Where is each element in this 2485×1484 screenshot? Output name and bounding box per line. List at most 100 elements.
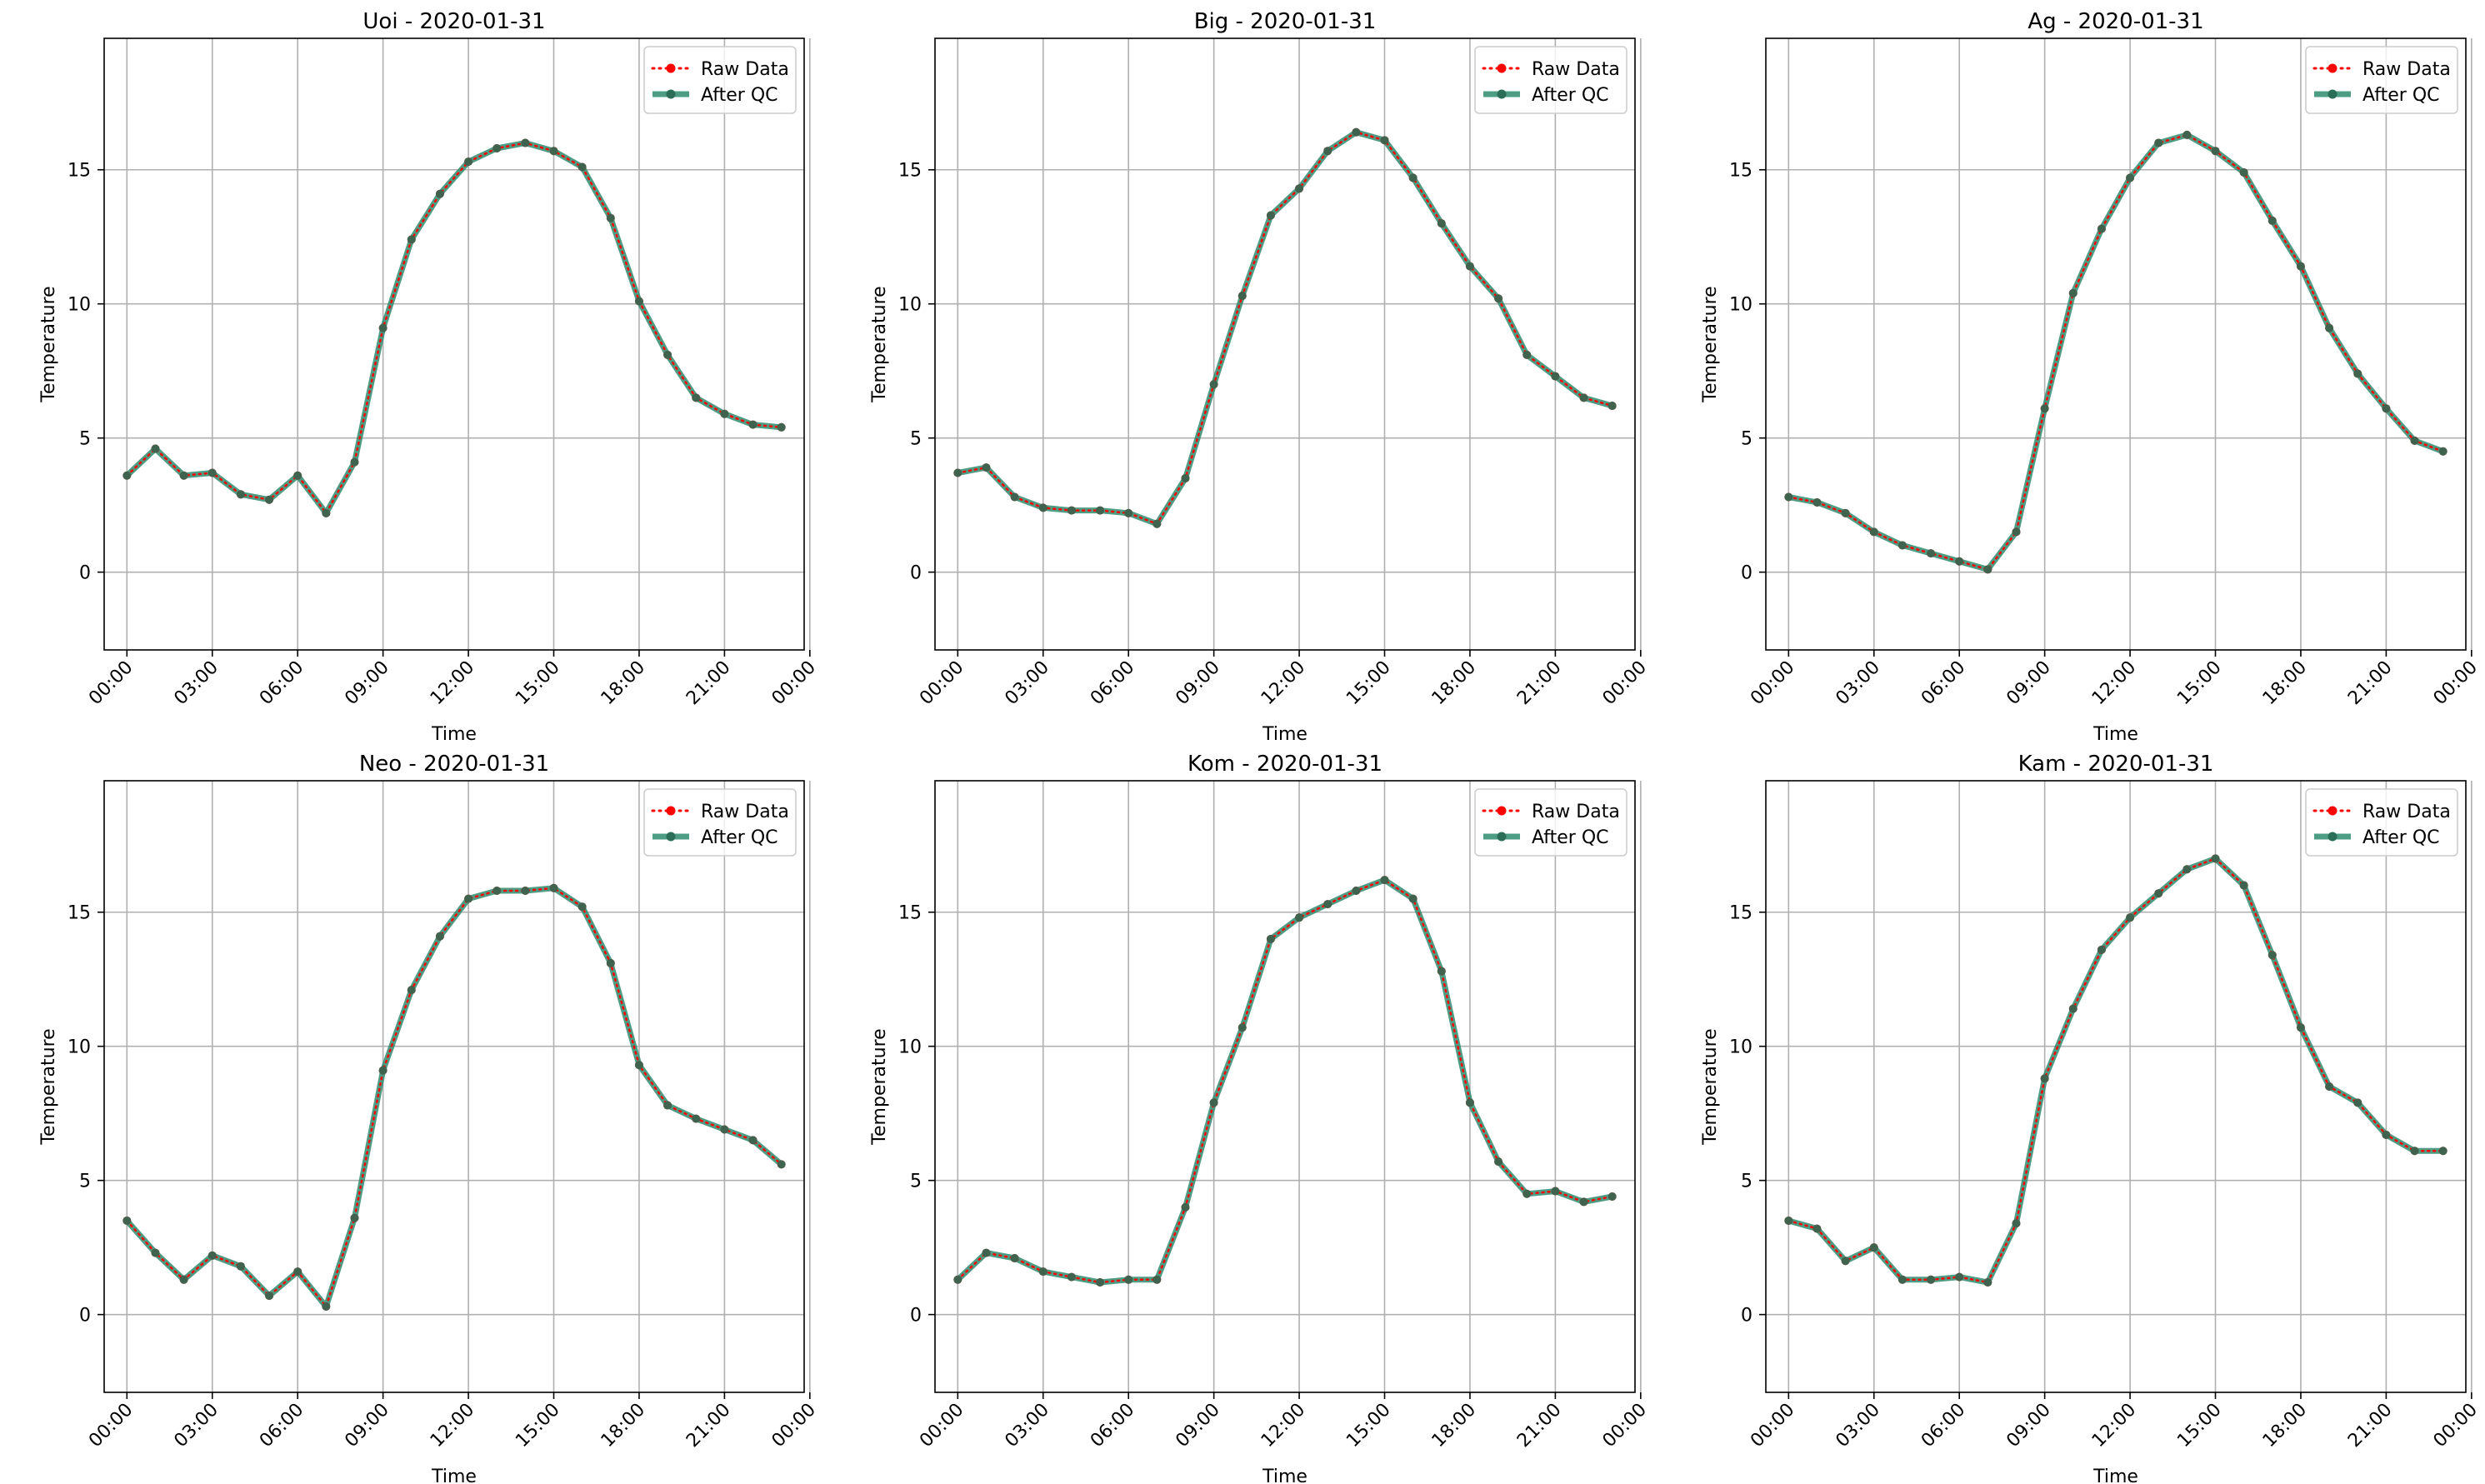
x-tick-label: 00:00 [85, 1400, 138, 1452]
data-point-after-qc [777, 422, 786, 432]
chart-title: Kom - 2020-01-31 [1188, 752, 1382, 777]
data-point-after-qc [1238, 292, 1247, 301]
data-point-after-qc [2296, 1023, 2305, 1032]
data-point-after-qc [578, 162, 587, 172]
x-tick-label: 00:00 [768, 1400, 821, 1452]
legend: Raw Data After QC [1474, 788, 1628, 857]
y-axis-label: Temperature [38, 1028, 59, 1145]
x-tick-label: 15:00 [2173, 657, 2226, 710]
x-tick-label: 00:00 [85, 657, 138, 710]
data-point-after-qc [2382, 1130, 2391, 1139]
data-point-after-qc [2126, 173, 2135, 182]
data-point-after-qc [1096, 1278, 1105, 1287]
legend-marker-after-qc [1497, 89, 1507, 99]
data-point-after-qc [2040, 1074, 2049, 1083]
x-tick-label: 00:00 [916, 1400, 968, 1452]
data-point-after-qc [1209, 380, 1218, 389]
legend-label-raw-data: Raw Data [701, 59, 789, 80]
data-point-after-qc [1266, 211, 1275, 220]
y-tick-label: 0 [910, 1306, 922, 1327]
y-tick-label: 0 [79, 1306, 91, 1327]
x-tick-label: 18:00 [598, 1400, 650, 1452]
data-point-after-qc [2040, 404, 2049, 413]
data-point-after-qc [1352, 127, 1361, 137]
axes-frame [103, 37, 805, 651]
legend-label-after-qc: After QC [2362, 827, 2440, 848]
legend-label-raw-data: Raw Data [1532, 59, 1620, 80]
data-point-after-qc [1841, 1257, 1850, 1266]
y-tick-label: 15 [68, 903, 91, 924]
data-point-after-qc [293, 1267, 302, 1277]
x-tick-label: 12:00 [2088, 657, 2141, 710]
x-tick-label: 00:00 [2430, 657, 2482, 710]
data-point-after-qc [1927, 549, 1936, 558]
data-point-after-qc [1010, 492, 1019, 502]
chart-title: Ag - 2020-01-31 [2028, 9, 2203, 34]
data-point-after-qc [2410, 1147, 2419, 1156]
chart-panel-2: 0 5 10 15 00:00 03:00 06:00 09:00 12:00 15:00 18:0… [869, 9, 1651, 745]
x-tick-label: 15:00 [512, 657, 564, 710]
data-point-after-qc [208, 468, 217, 477]
data-point-after-qc [2325, 1082, 2334, 1091]
data-point-after-qc [1437, 219, 1446, 228]
data-point-after-qc [1579, 393, 1588, 402]
data-point-after-qc [720, 1125, 729, 1134]
y-tick-label: 0 [1741, 1306, 1752, 1327]
data-point-after-qc [122, 471, 132, 480]
data-point-after-qc [1067, 1272, 1076, 1282]
y-tick-label: 5 [910, 1172, 922, 1192]
data-point-after-qc [2268, 216, 2277, 225]
data-point-after-qc [407, 235, 416, 244]
data-point-after-qc [2068, 1004, 2078, 1013]
legend: Raw Data After QC [1474, 46, 1628, 114]
data-point-after-qc [2239, 167, 2248, 177]
data-point-after-qc [236, 1262, 245, 1271]
chart-panel-3: 0 5 10 15 00:00 03:00 06:00 09:00 12:00 15:00 18:0… [1700, 9, 2482, 745]
x-tick-label: 00:00 [1747, 657, 1799, 710]
data-point-after-qc [2068, 288, 2078, 297]
data-point-after-qc [692, 1114, 701, 1123]
data-point-after-qc [1152, 519, 1162, 528]
y-tick-label: 10 [1729, 295, 1752, 316]
data-point-after-qc [1608, 402, 1617, 411]
series-line-after-qc [1785, 855, 2447, 1286]
data-point-after-qc [464, 894, 473, 903]
y-tick-label: 10 [1729, 1037, 1752, 1058]
data-point-after-qc [2154, 138, 2163, 147]
data-point-after-qc [2410, 436, 2419, 445]
data-point-after-qc [492, 143, 502, 152]
data-point-after-qc [322, 508, 331, 517]
y-axis-label: Temperature [869, 286, 890, 402]
legend-label-raw-data: Raw Data [2362, 59, 2451, 80]
y-tick-label: 15 [898, 161, 922, 182]
x-tick-label: 00:00 [1599, 1400, 1652, 1452]
legend-marker-after-qc [2328, 89, 2338, 99]
x-tick-label: 06:00 [1087, 1400, 1139, 1452]
data-point-after-qc [549, 883, 558, 892]
legend-label-raw-data: Raw Data [1532, 802, 1620, 822]
y-tick-label: 5 [1741, 429, 1752, 450]
x-tick-label: 12:00 [1258, 1400, 1310, 1452]
x-tick-label: 18:00 [1428, 1400, 1481, 1452]
chart-title: Neo - 2020-01-31 [359, 752, 549, 777]
legend-marker-raw-data [1497, 806, 1507, 816]
series-line-after-qc [123, 885, 785, 1310]
x-tick-label: 06:00 [1918, 1400, 1970, 1452]
legend-marker-raw-data [666, 806, 676, 816]
data-point-after-qc [1494, 294, 1503, 303]
data-point-after-qc [2012, 527, 2021, 537]
data-point-after-qc [1238, 1023, 1247, 1032]
data-point-after-qc [2012, 1219, 2021, 1228]
data-point-after-qc [1380, 876, 1389, 885]
data-point-after-qc [1266, 934, 1275, 943]
data-point-after-qc [322, 1302, 331, 1311]
x-tick-label: 09:00 [341, 657, 393, 710]
x-tick-label: 03:00 [170, 657, 222, 710]
data-point-after-qc [2438, 447, 2448, 456]
x-tick-label: 09:00 [1172, 657, 1224, 710]
data-point-after-qc [1983, 565, 1992, 574]
data-point-after-qc [2182, 865, 2192, 874]
x-tick-label: 03:00 [1001, 657, 1053, 710]
data-point-after-qc [663, 1101, 672, 1110]
chart-panel-5: 0 5 10 15 00:00 03:00 06:00 09:00 12:00 15:00 18:0… [869, 752, 1651, 1484]
